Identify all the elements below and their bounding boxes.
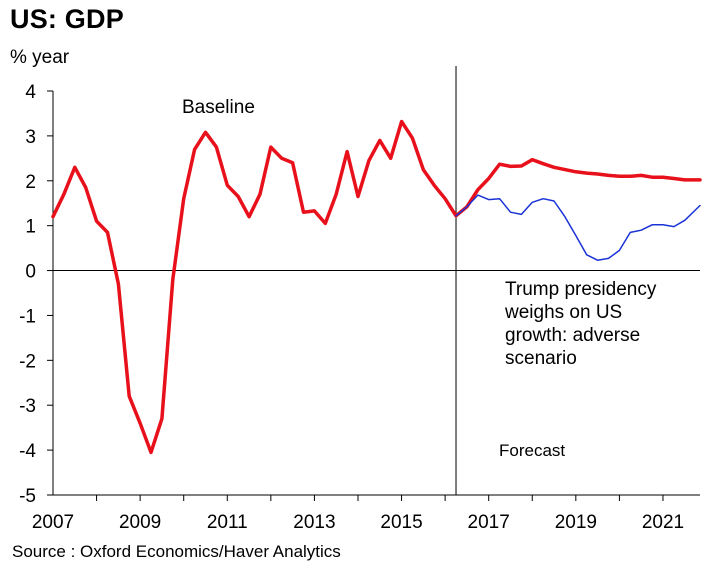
chart-annotations: Baseline Trump presidency weighs on US grow… — [182, 97, 657, 460]
x-tick-label: 2021 — [642, 512, 684, 533]
y-tick-label: -3 — [19, 396, 36, 417]
adverse-scenario-label-line: scenario — [505, 348, 577, 369]
x-tick-label: 2019 — [555, 512, 597, 533]
y-tick-label: -5 — [19, 486, 36, 507]
chart-series — [51, 119, 702, 455]
y-tick-label: -4 — [19, 441, 36, 462]
x-tick-label: 2013 — [293, 512, 335, 533]
x-tick-label: 2007 — [32, 512, 74, 533]
y-tick-label: 2 — [25, 172, 36, 193]
chart-axes: 4 3 2 1 0 -1 -2 -3 -4 -5 2007 2009 2011 2013 2015 2017 2… — [19, 66, 700, 533]
adverse-scenario-label-line: weighs on US — [504, 302, 622, 323]
adverse-scenario-label: Trump presidency weighs on US growth: adve… — [504, 279, 657, 369]
y-tick-label: 0 — [25, 262, 36, 283]
y-tick-label: 4 — [25, 82, 36, 103]
y-tick-label: -1 — [19, 306, 36, 327]
x-tick-label: 2011 — [207, 512, 248, 533]
adverse-scenario-series-line — [455, 194, 701, 261]
baseline-label: Baseline — [182, 97, 255, 118]
y-tick-label: 1 — [25, 217, 36, 238]
y-tick-label: -2 — [19, 351, 36, 372]
baseline-series-line — [51, 119, 702, 455]
x-tick-label: 2009 — [119, 512, 161, 533]
x-tick-label: 2015 — [380, 512, 422, 533]
source-note: Source : Oxford Economics/Haver Analytic… — [12, 542, 341, 561]
x-tick-label: 2017 — [468, 512, 510, 533]
adverse-scenario-label-line: growth: adverse — [505, 325, 640, 346]
y-axis-label: % year — [10, 47, 70, 68]
y-tick-label: 3 — [25, 127, 36, 148]
forecast-label: Forecast — [499, 441, 565, 460]
adverse-scenario-label-line: Trump presidency — [505, 279, 657, 300]
chart-title: US: GDP — [10, 4, 124, 34]
